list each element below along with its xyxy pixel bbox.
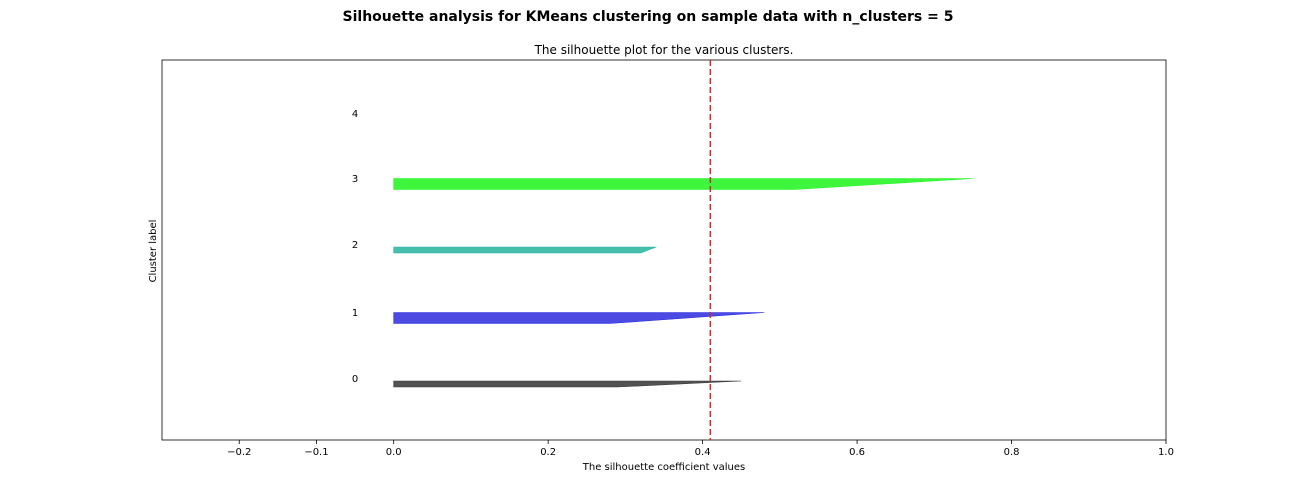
silhouette-band-cluster-1	[393, 312, 765, 324]
x-tick-label: 0.0	[386, 447, 402, 458]
x-tick-label: 0.2	[540, 447, 556, 458]
x-tick-label: −0.2	[227, 447, 251, 458]
x-axis-label: The silhouette coefficient values	[582, 462, 746, 473]
cluster-label-2: 2	[352, 240, 358, 251]
silhouette-band-cluster-0	[393, 380, 742, 388]
figure-suptitle: Silhouette analysis for KMeans clusterin…	[343, 9, 954, 25]
cluster-label-0: 0	[352, 374, 358, 385]
x-tick-label: 1.0	[1158, 447, 1174, 458]
x-tick-label: 0.4	[695, 447, 711, 458]
x-tick-label: 0.6	[849, 447, 865, 458]
cluster-label-4: 4	[352, 109, 358, 120]
silhouette-band-cluster-3	[393, 178, 973, 190]
plot-frame	[161, 59, 1167, 441]
y-axis-label: Cluster label	[148, 220, 159, 283]
silhouette-band-cluster-2	[393, 246, 657, 254]
chart-title: The silhouette plot for the various clus…	[534, 43, 794, 57]
plot-area: −0.2 −0.1 0.0 0.2 0.4 0.6 0.8 1.0 0 1 2 3 4	[161, 59, 1174, 458]
x-tick-label: −0.1	[304, 447, 328, 458]
cluster-label-3: 3	[352, 174, 358, 185]
cluster-label-1: 1	[352, 308, 358, 319]
x-tick-label: 0.8	[1004, 447, 1020, 458]
